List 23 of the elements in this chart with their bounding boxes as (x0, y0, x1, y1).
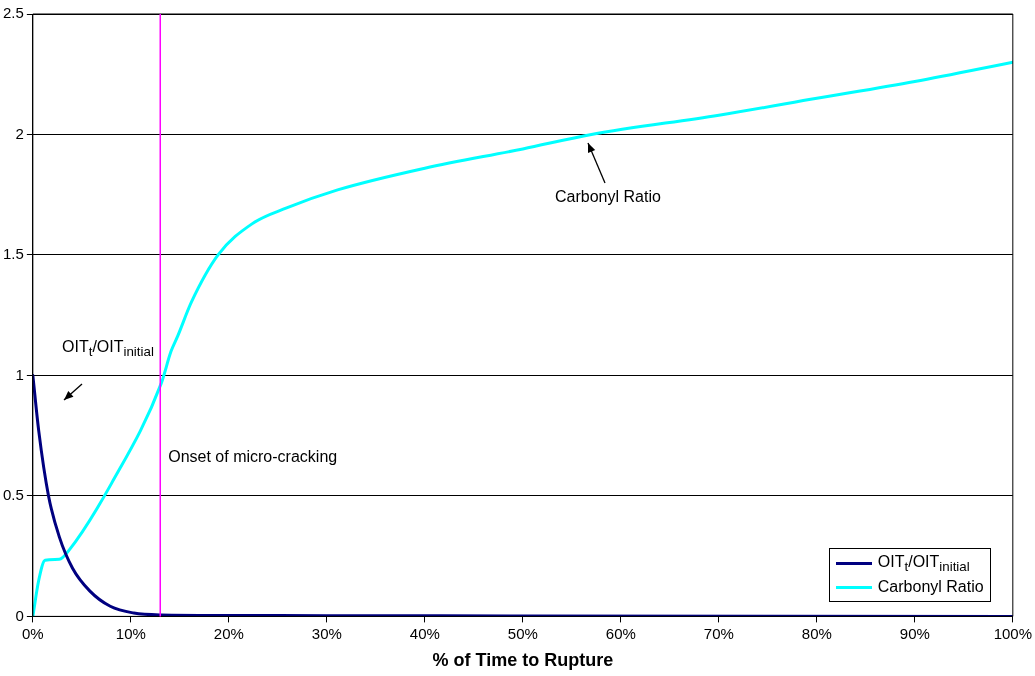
x-tick-label: 70% (703, 624, 734, 642)
annotation: Carbonyl Ratio (555, 188, 661, 206)
x-tick-label: 10% (115, 624, 146, 642)
y-tick-label: 1.5 (2, 245, 24, 263)
x-tick-label: 30% (311, 624, 342, 642)
x-tick-label: 90% (899, 624, 930, 642)
y-tick-label: 2.5 (2, 4, 24, 22)
x-axis-title: % of Time to Rupture (432, 650, 614, 671)
x-tick-label: 0% (22, 624, 44, 642)
legend-label: OIT$_{t}$/OIT$_{initial}$ (877, 552, 970, 574)
legend-label: Carbonyl Ratio (877, 578, 984, 597)
x-tick-label: 50% (507, 624, 538, 642)
x-tick-label: 60% (605, 624, 636, 642)
ref-line-label: Onset of micro-cracking (168, 447, 338, 466)
y-tick-label: 1 (15, 365, 24, 383)
x-tick-label: 20% (213, 624, 244, 642)
annotation: OIT$_{t}$/OIT$_{initial}$ (62, 338, 154, 360)
x-tick-label: 100% (993, 624, 1033, 642)
x-tick-label: 40% (409, 624, 440, 642)
x-tick-label: 80% (801, 624, 832, 642)
y-tick-label: 0.5 (2, 486, 24, 504)
y-tick-label: 2 (15, 124, 24, 142)
y-tick-label: 0 (15, 606, 24, 624)
